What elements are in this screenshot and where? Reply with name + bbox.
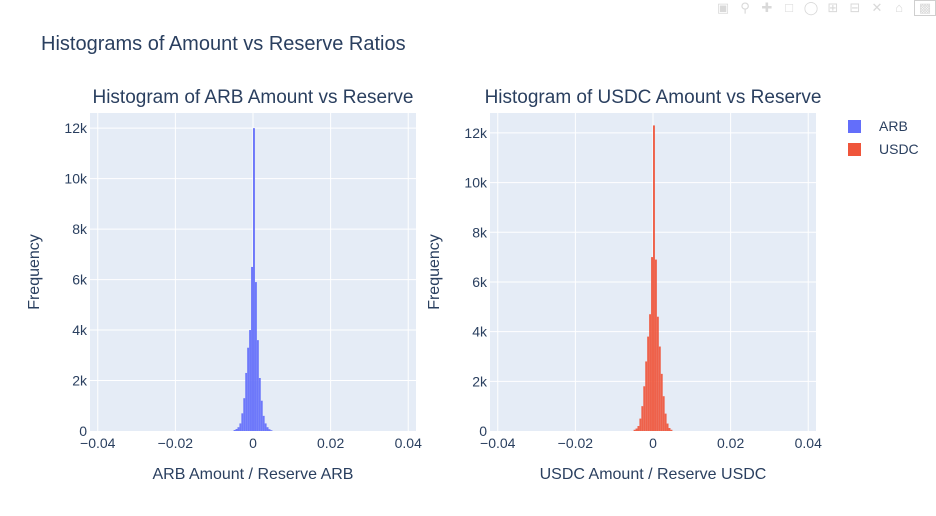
histogram-bar <box>266 427 269 431</box>
x-tick-label: 0.02 <box>317 435 344 451</box>
histogram-bar <box>254 282 257 431</box>
y-tick-label: 2k <box>472 373 488 389</box>
histogram-bar <box>237 427 240 431</box>
x-tick-label: −0.04 <box>480 435 516 451</box>
x-tick-label: 0.04 <box>795 435 822 451</box>
pan-icon[interactable]: ✚ <box>761 0 773 15</box>
histogram-bar <box>270 430 273 431</box>
histogram-bar <box>260 400 263 431</box>
y-tick-label: 4k <box>72 322 88 338</box>
legend-label-arb: ARB <box>879 118 908 134</box>
modebar: ▣ ⚲ ✚ □ ◯ ⊞ ⊟ ✕ ⌂ ▩ <box>712 0 936 16</box>
histogram-bar <box>262 415 265 431</box>
camera-icon[interactable]: ▣ <box>716 0 730 15</box>
y-tick-label: 10k <box>64 171 88 187</box>
histogram-bar <box>658 346 661 431</box>
x-axis-label: USDC Amount / Reserve USDC <box>540 466 767 483</box>
histogram-bar <box>662 396 665 431</box>
y-tick-label: 0 <box>479 423 487 439</box>
box-select-icon[interactable]: □ <box>785 0 793 15</box>
histogram-bar <box>241 413 244 431</box>
histogram-bar <box>653 125 655 431</box>
histogram-bar <box>664 413 667 431</box>
y-tick-label: 2k <box>72 373 88 389</box>
zoom-icon[interactable]: ⚲ <box>740 0 750 15</box>
histogram-bar <box>645 361 648 431</box>
y-tick-label: 8k <box>472 224 488 240</box>
reset-axes-icon[interactable]: ⌂ <box>895 0 903 15</box>
zoom-in-icon[interactable]: ⊞ <box>827 0 839 15</box>
autoscale-icon[interactable]: ✕ <box>871 0 883 15</box>
x-tick-label: 0 <box>249 435 257 451</box>
x-tick-label: 0.04 <box>395 435 422 451</box>
y-tick-label: 0 <box>79 423 87 439</box>
histogram-bar <box>258 378 261 431</box>
histogram-bar <box>268 429 271 431</box>
y-tick-label: 6k <box>72 272 88 288</box>
y-tick-label: 6k <box>472 274 488 290</box>
histogram-bar <box>666 423 669 431</box>
histogram-bar <box>235 428 238 431</box>
histogram-bar <box>668 428 671 431</box>
histogram-bar <box>654 259 657 431</box>
legend-label-usdc: USDC <box>879 141 919 157</box>
histogram-bar <box>647 336 650 431</box>
histogram-bar <box>641 406 644 431</box>
y-tick-label: 8k <box>72 221 88 237</box>
x-tick-label: 0.02 <box>717 435 744 451</box>
y-tick-label: 4k <box>472 324 488 340</box>
x-tick-label: 0 <box>649 435 657 451</box>
histogram-bar <box>251 266 253 431</box>
x-tick-label: −0.02 <box>558 435 594 451</box>
lasso-icon[interactable]: ◯ <box>803 0 819 15</box>
x-tick-label: −0.02 <box>158 435 194 451</box>
histogram-bar <box>245 372 248 431</box>
x-tick-label: −0.04 <box>80 435 116 451</box>
subplot-title: Histogram of USDC Amount vs Reserve <box>485 87 822 108</box>
figure-title: Histograms of Amount vs Reserve Ratios <box>41 33 406 55</box>
plotly-logo-icon[interactable]: ▩ <box>914 0 936 16</box>
y-axis-label: Frequency <box>426 234 443 310</box>
y-tick-label: 12k <box>64 120 88 136</box>
histogram-bar <box>249 330 252 431</box>
histogram-bar <box>639 418 642 431</box>
histogram-bar <box>247 347 250 431</box>
x-axis-label: ARB Amount / Reserve ARB <box>153 466 354 483</box>
histogram-bar <box>635 428 638 431</box>
histogram-bar <box>264 423 267 431</box>
histogram-bar <box>256 340 259 431</box>
histogram-bar <box>233 429 236 431</box>
y-tick-label: 12k <box>464 125 488 141</box>
histogram-bar <box>633 429 636 431</box>
zoom-out-icon[interactable]: ⊟ <box>849 0 861 15</box>
subplot-title: Histogram of ARB Amount vs Reserve <box>92 87 413 108</box>
histogram-bar <box>649 314 652 431</box>
y-tick-label: 10k <box>464 175 488 191</box>
histogram-bar <box>243 398 246 431</box>
histogram-bar <box>651 257 653 431</box>
histogram-bar <box>656 316 659 431</box>
histogram-bar <box>643 386 646 431</box>
legend-swatch <box>848 120 861 133</box>
legend-swatch <box>848 143 861 156</box>
y-axis-label: Frequency <box>26 234 43 310</box>
histogram-bar <box>253 128 255 431</box>
histogram-bar <box>670 429 673 431</box>
histogram-bar <box>637 426 640 431</box>
histogram-bar <box>660 373 663 431</box>
histogram-bar <box>239 423 242 431</box>
